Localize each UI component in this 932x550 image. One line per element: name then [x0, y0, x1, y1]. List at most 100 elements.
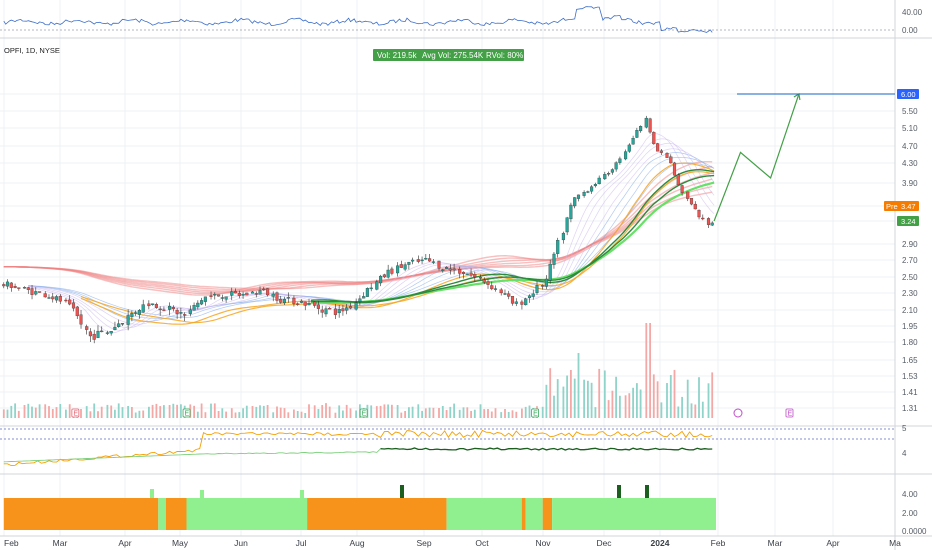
candle-17 — [71, 299, 76, 312]
volume-bar-139 — [577, 353, 580, 418]
volume-bar-100 — [417, 404, 420, 418]
candle-body-114 — [473, 273, 477, 278]
ma-mid-6 — [28, 133, 715, 333]
candle-108 — [448, 264, 452, 275]
earnings-text-1: E — [185, 411, 190, 418]
ma-mid-4 — [28, 142, 715, 329]
candle-24 — [100, 326, 104, 333]
candle-body-39 — [162, 309, 166, 311]
candle-body-59 — [245, 292, 249, 296]
candle-22 — [92, 329, 96, 344]
candle-body-116 — [482, 279, 486, 283]
candle-body-4 — [17, 287, 21, 289]
volume-bar-138 — [573, 378, 576, 418]
candle-body-165 — [686, 191, 690, 199]
top-indicator-pane — [0, 6, 895, 33]
zone-segment-6 — [521, 498, 526, 530]
volume-bar-103 — [428, 407, 431, 418]
candle-126 — [524, 297, 528, 306]
candle-body-163 — [676, 174, 680, 186]
zone-spike-0 — [150, 489, 154, 498]
candle-body-161 — [669, 156, 673, 164]
candle-body-74 — [307, 303, 311, 306]
volume-bar-15 — [65, 409, 67, 418]
candle-78 — [324, 306, 328, 317]
candle-body-168 — [697, 210, 701, 218]
candle-body-61 — [254, 293, 258, 295]
candle-41 — [171, 305, 175, 312]
volume-bar-1 — [6, 409, 9, 418]
candle-body-151 — [627, 144, 631, 152]
candle-65 — [271, 291, 275, 302]
volume-bar-112 — [466, 407, 469, 418]
volume-bar-31 — [131, 407, 133, 418]
candle-148 — [614, 161, 618, 172]
time-tick-5: Jul — [296, 538, 307, 548]
candle-body-45 — [188, 309, 192, 314]
candle-body-64 — [266, 288, 270, 296]
candle-128 — [531, 289, 535, 300]
candle-body-115 — [478, 276, 483, 279]
price-axis[interactable]: 5.50 5.10 4.70 4.30 3.90 2.90 2.70 2.50 2.30 2.10… — [884, 8, 927, 536]
candle-body-98 — [407, 261, 411, 265]
volume-bar-155 — [645, 323, 648, 418]
candle-77 — [320, 305, 324, 318]
price-tick-10: 2.50 — [902, 273, 918, 282]
volume-bar-154 — [639, 389, 642, 418]
volume-bar-36 — [151, 404, 154, 418]
volume-bar-169 — [701, 401, 704, 418]
volume-bar-51 — [213, 403, 216, 418]
candle-27 — [113, 321, 117, 331]
volume-bar-97 — [404, 411, 406, 418]
volume-bar-148 — [615, 376, 617, 418]
candle-body-139 — [576, 194, 581, 199]
candle-107 — [445, 266, 449, 269]
volume-bar-42 — [176, 404, 178, 418]
price-tick-18: 1.31 — [902, 404, 918, 413]
candle-body-47 — [196, 302, 200, 308]
volume-bar-62 — [259, 405, 261, 418]
candle-136 — [565, 216, 569, 236]
candle-body-50 — [209, 295, 213, 297]
candle-body-18 — [75, 306, 79, 317]
candle-body-133 — [552, 253, 556, 265]
candle-92 — [382, 273, 386, 279]
volume-bar-72 — [300, 411, 303, 418]
volume-bar-20 — [85, 406, 88, 418]
candle-body-5 — [22, 287, 27, 289]
candle-body-6 — [26, 287, 30, 290]
candle-137 — [569, 202, 573, 223]
candle-body-135 — [561, 232, 565, 241]
candle-59 — [245, 292, 249, 296]
time-tick-0: Feb — [4, 538, 19, 548]
volume-bar-78 — [325, 403, 327, 418]
time-axis[interactable]: Feb Mar Apr May Jun Jul Aug Sep Oct Nov Dec 2024 Feb… — [0, 535, 932, 548]
volume-bar-39 — [163, 405, 165, 418]
candle-body-144 — [597, 177, 601, 185]
candle-body-152 — [631, 138, 635, 145]
earnings-marker-2: E — [359, 408, 368, 418]
volume-bar-90 — [375, 406, 378, 418]
candle-body-56 — [233, 291, 238, 294]
pre-market-label: Pre — [886, 202, 898, 211]
candle-164 — [680, 184, 684, 196]
candle-body-69 — [286, 297, 290, 299]
candle-112 — [465, 273, 469, 275]
candle-86 — [358, 295, 362, 306]
candle-body-16 — [68, 299, 72, 305]
earnings-marker-0: E — [71, 408, 80, 418]
candle-81 — [337, 305, 341, 318]
candle-body-146 — [607, 173, 611, 175]
candle-50 — [209, 291, 213, 300]
stat-volume: Vol: 219.5k — [377, 51, 418, 60]
time-tick-12: Feb — [711, 538, 726, 548]
candle-body-90 — [375, 281, 379, 290]
candle-89 — [369, 283, 373, 292]
candle-body-23 — [96, 330, 100, 338]
candle-74 — [307, 298, 311, 306]
volume-bar-130 — [541, 406, 544, 418]
candle-32 — [134, 310, 138, 316]
